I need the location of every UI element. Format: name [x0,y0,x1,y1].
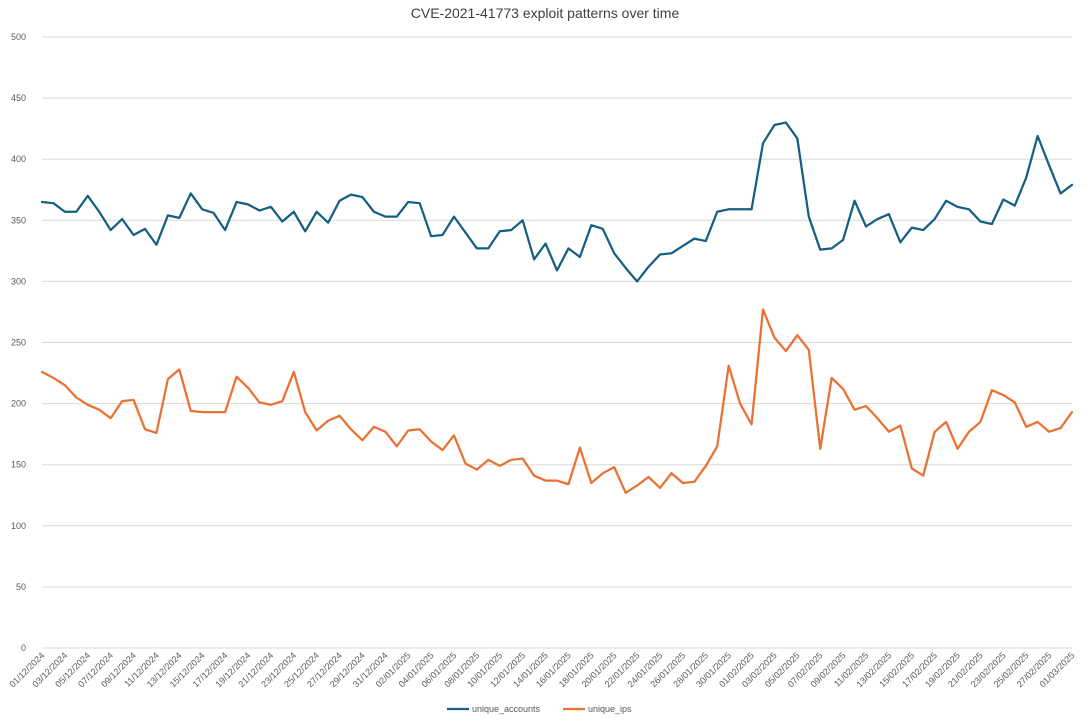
y-axis: 0 50 100 150 200 250 300 350 400 450 500 [11,32,26,653]
y-tick-label: 350 [11,215,26,225]
series-lines [40,121,1074,494]
legend: unique_accounts unique_ips [447,704,632,714]
y-tick-label: 150 [11,460,26,470]
series-line-unique-accounts [40,121,1074,283]
y-tick-label: 500 [11,32,26,42]
x-axis: 01/12/202403/12/202405/12/202407/12/2024… [7,650,1076,689]
chart-title: CVE-2021-41773 exploit patterns over tim… [411,5,680,21]
legend-item-unique-accounts: unique_accounts [447,704,541,714]
y-tick-label: 300 [11,276,26,286]
gridlines [42,36,1072,649]
y-tick-label: 250 [11,338,26,348]
series-line-unique-ips [40,308,1074,494]
y-tick-label: 50 [16,582,26,592]
y-tick-label: 400 [11,154,26,164]
legend-item-unique-ips: unique_ips [563,704,632,714]
y-tick-label: 100 [11,521,26,531]
legend-label: unique_accounts [472,704,541,714]
y-tick-label: 0 [21,643,26,653]
y-tick-label: 200 [11,399,26,409]
y-tick-label: 450 [11,93,26,103]
legend-label: unique_ips [588,704,632,714]
